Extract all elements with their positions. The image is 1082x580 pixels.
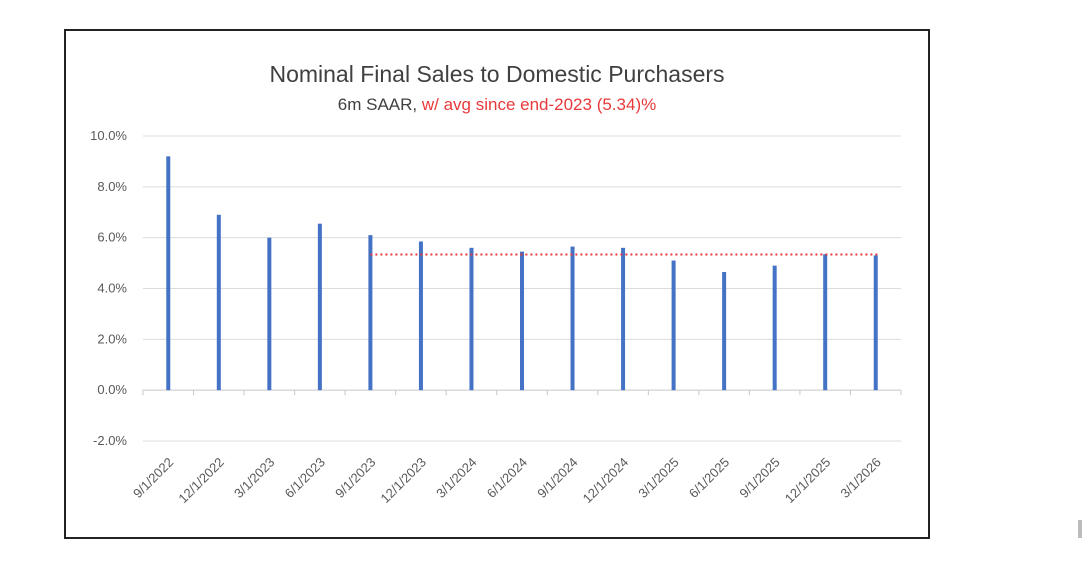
bar <box>166 156 171 391</box>
y-tick-label: 8.0% <box>97 179 127 194</box>
chart-plot: -2.0%0.0%2.0%4.0%6.0%8.0%10.0%9/1/2022 12… <box>90 128 902 507</box>
bar <box>873 255 878 391</box>
y-tick-label: 6.0% <box>97 230 127 245</box>
bar <box>469 247 474 391</box>
chart-subtitle: 6m SAAR, w/ avg since end-2023 (5.34)% <box>66 95 928 115</box>
y-tick-label: -2.0% <box>93 433 127 448</box>
x-tick-label: 9/1/2025 <box>736 455 782 501</box>
y-tick-label: 10.0% <box>90 128 127 143</box>
bar <box>267 237 272 391</box>
bar <box>722 271 727 391</box>
x-tick-label: 9/1/2022 <box>130 455 176 501</box>
x-tick-label: 12/1/2022 <box>175 455 227 507</box>
bar <box>216 214 221 391</box>
bar <box>418 241 423 391</box>
subtitle-highlight: w/ avg since end-2023 (5.34)% <box>421 95 657 114</box>
bar <box>368 235 373 391</box>
x-tick-label: 6/1/2023 <box>282 455 328 501</box>
bar <box>671 260 676 391</box>
x-tick-label: 9/1/2024 <box>534 455 580 501</box>
x-tick-label: 3/1/2023 <box>231 455 277 501</box>
x-tick-label: 12/1/2024 <box>580 455 632 507</box>
y-tick-label: 4.0% <box>97 281 127 296</box>
chart-title: Nominal Final Sales to Domestic Purchase… <box>269 61 725 87</box>
x-tick-label: 6/1/2024 <box>484 455 530 501</box>
chart-frame: Nominal Final Sales to Domestic Purchase… <box>64 29 930 539</box>
bar <box>823 254 828 391</box>
x-tick-label: 3/1/2026 <box>837 455 883 501</box>
bar <box>520 251 524 391</box>
bar <box>317 223 322 391</box>
x-tick-label: 12/1/2025 <box>782 455 834 507</box>
x-tick-label: 3/1/2025 <box>635 455 681 501</box>
y-tick-label: 2.0% <box>97 331 127 346</box>
subtitle-main: 6m SAAR, <box>337 95 422 114</box>
x-tick-label: 3/1/2024 <box>433 455 479 501</box>
edge-mark <box>1078 520 1082 538</box>
x-tick-label: 6/1/2025 <box>686 455 732 501</box>
x-tick-label: 12/1/2023 <box>378 455 430 507</box>
y-tick-label: 0.0% <box>97 382 127 397</box>
bar <box>772 265 777 391</box>
x-tick-label: 9/1/2023 <box>332 455 378 501</box>
bar <box>570 246 575 391</box>
bar <box>621 247 626 391</box>
